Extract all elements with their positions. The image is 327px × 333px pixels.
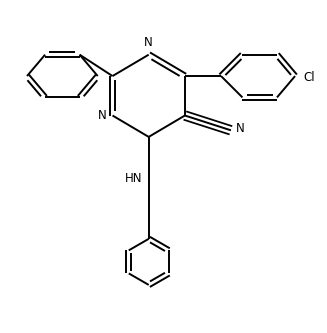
Text: N: N xyxy=(144,36,153,49)
Text: N: N xyxy=(98,109,107,122)
Text: N: N xyxy=(236,122,245,135)
Text: HN: HN xyxy=(125,171,142,184)
Text: Cl: Cl xyxy=(303,71,315,84)
